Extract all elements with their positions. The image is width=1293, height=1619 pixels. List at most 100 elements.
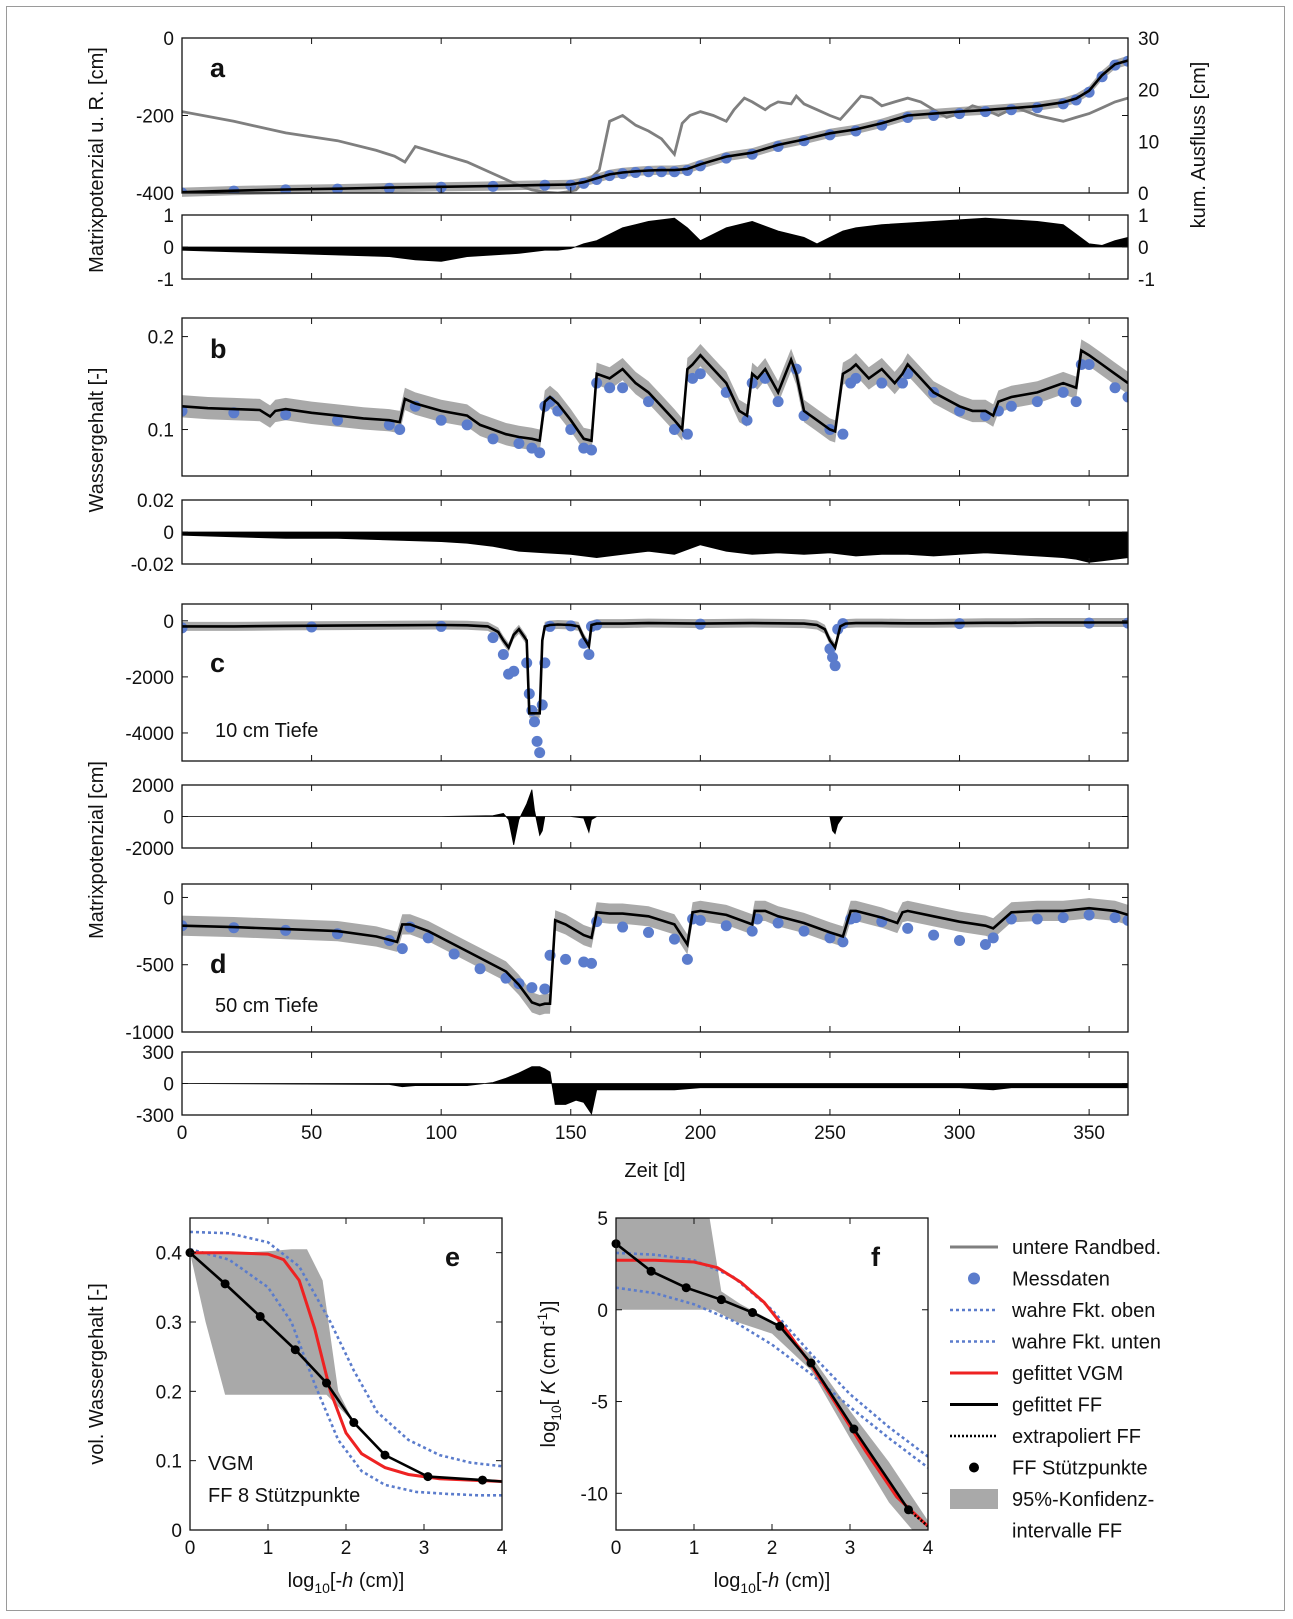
legend-label-extra: extrapoliert FF: [1012, 1426, 1141, 1448]
ff-fit-e: [190, 1251, 502, 1483]
x-res-d-tick-label: 100: [425, 1123, 457, 1144]
y2-tick-label: 0: [1138, 184, 1149, 205]
y-f-tick-label: 0: [597, 1301, 608, 1322]
panel-letter-e: e: [445, 1242, 460, 1272]
confidence-band-c: [182, 618, 1128, 718]
measured-point-d: [979, 939, 991, 951]
measured-point-c: [829, 660, 841, 672]
y-a-tick-label: -200: [136, 107, 174, 128]
vgm-fit-e: [190, 1251, 502, 1483]
y-axis-label-a-right: kum. Ausfluss [cm]: [1188, 62, 1210, 229]
measured-point-a: [655, 166, 667, 178]
measured-point-b: [1109, 382, 1121, 394]
x-res-d-tick-label: 0: [177, 1123, 188, 1144]
residual-y-a-tick-label: 0: [163, 238, 174, 259]
ff-node-f: [806, 1358, 816, 1368]
y2-tick-label: 20: [1138, 81, 1159, 102]
measured-point-b: [1122, 391, 1128, 403]
ff-node-f: [681, 1283, 691, 1293]
measured-point-d: [681, 953, 693, 965]
panel-letter-f: f: [871, 1242, 881, 1272]
x-f-tick-label: 0: [611, 1538, 622, 1559]
measured-point-d: [987, 932, 999, 944]
y-d-tick-label: -1000: [125, 1023, 174, 1044]
y-e-tick-label: 0.3: [156, 1313, 182, 1334]
measured-point-b: [876, 377, 888, 389]
y2-tick-label: 30: [1138, 29, 1159, 50]
panel-letter-b: b: [210, 334, 227, 364]
measured-point-b: [617, 382, 629, 394]
measured-point-b: [668, 424, 680, 436]
figure-frame: [6, 6, 1285, 1611]
legend-symbol-ki: [950, 1489, 998, 1509]
x-e-tick-label: 1: [263, 1538, 274, 1559]
y-f-tick-label: 5: [597, 1209, 608, 1230]
x-res-d-tick-label: 200: [685, 1123, 717, 1144]
measured-point-b: [1057, 386, 1069, 398]
measured-point-b: [435, 414, 447, 426]
measured-point-d: [1109, 912, 1121, 924]
x-res-d-tick-label: 250: [814, 1123, 846, 1144]
measured-point-c: [591, 619, 603, 631]
measured-point-d: [720, 920, 732, 932]
measured-point-d: [1083, 909, 1095, 921]
legend-label-ki-line2: intervalle FF: [1012, 1521, 1122, 1543]
y-c-tick-label: -4000: [125, 724, 174, 745]
legend-label-ki: 95%-Konfidenz-: [1012, 1489, 1154, 1511]
measured-point-b: [694, 368, 706, 380]
true-function-upper-e: [190, 1230, 502, 1468]
measured-point-d: [668, 933, 680, 945]
measured-point-c: [827, 651, 839, 663]
measured-point-b: [897, 377, 909, 389]
confidence-band-d: [182, 898, 1128, 1016]
measured-point-b: [643, 396, 655, 408]
measured-point-d: [560, 953, 572, 965]
measured-point-c: [435, 620, 447, 632]
y-axis-label-b: Wassergehalt [-]: [86, 368, 108, 513]
measured-point-b: [565, 424, 577, 436]
residual-y-b-tick-label: -0.02: [131, 555, 174, 576]
measured-point-b: [332, 414, 344, 426]
y-axis-label-f: log10[ K (cm d-1)]: [534, 1301, 564, 1448]
y-b-tick-label: 0.2: [148, 328, 174, 349]
measured-point-c: [531, 735, 543, 747]
measured-point-d: [928, 929, 940, 941]
measured-point-d: [539, 983, 551, 995]
measured-point-c: [487, 632, 499, 644]
measured-point-d: [772, 917, 784, 929]
legend-item-oben: wahre Fkt. oben: [950, 1300, 1155, 1322]
residual-y-d-tick-label: 300: [142, 1043, 174, 1064]
ff-node-f: [646, 1266, 656, 1276]
x-axis-label-time: Zeit [d]: [624, 1160, 685, 1182]
measured-point-d: [746, 925, 758, 937]
measured-point-b: [394, 424, 406, 436]
y-d-tick-label: 0: [163, 888, 174, 909]
y-e-tick-label: 0.4: [156, 1244, 183, 1265]
measured-point-a: [954, 108, 966, 120]
measured-point-d: [850, 912, 862, 924]
legend-item-stuetz: FF Stützpunkte: [969, 1458, 1148, 1480]
residual-area-c: [182, 789, 1128, 845]
measured-point-d: [396, 943, 408, 955]
measured-point-b: [182, 405, 188, 417]
legend-item-vgm: gefittet VGM: [950, 1363, 1123, 1385]
legend-label-unten: wahre Fkt. unten: [1011, 1332, 1161, 1354]
depth-label-d: 50 cm Tiefe: [215, 995, 318, 1017]
legend-item-ki: 95%-Konfidenz-intervalle FF: [950, 1489, 1154, 1543]
ff-node-e: [255, 1311, 265, 1321]
x-f-tick-label: 1: [689, 1538, 700, 1559]
y-b-tick-label: 0.1: [148, 421, 174, 442]
fit-line-d: [182, 906, 1128, 1007]
measured-point-d: [1031, 913, 1043, 925]
measured-point-d: [280, 924, 292, 936]
legend-label-oben: wahre Fkt. oben: [1011, 1300, 1155, 1322]
measured-point-d: [902, 922, 914, 934]
x-res-d-tick-label: 50: [301, 1123, 322, 1144]
measured-point-c: [508, 665, 520, 677]
measured-point-d: [448, 948, 460, 960]
residual-y-c-tick-label: 2000: [132, 776, 174, 797]
true-function-upper-f: [616, 1251, 928, 1458]
axes-c: [181, 603, 1129, 762]
y-axis-label-a: Matrixpotenzial u. R. [cm]: [86, 47, 108, 273]
legend-label-ff: gefittet FF: [1012, 1395, 1102, 1417]
